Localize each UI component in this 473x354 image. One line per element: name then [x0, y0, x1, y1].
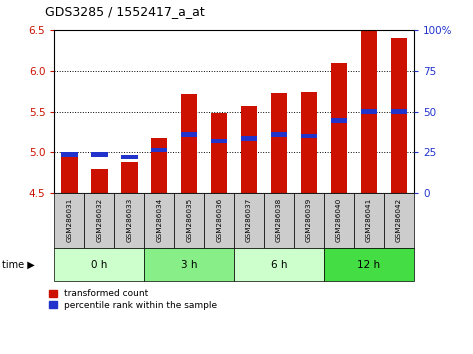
Text: time ▶: time ▶	[2, 259, 35, 270]
Bar	[91, 153, 107, 157]
Text: 0 h: 0 h	[91, 259, 107, 270]
Bar	[331, 118, 347, 123]
Text: GSM286038: GSM286038	[276, 198, 282, 242]
Text: GSM286037: GSM286037	[246, 198, 252, 242]
Bar	[151, 148, 167, 152]
Bar	[174, 193, 204, 248]
Bar	[144, 193, 174, 248]
Bar	[271, 132, 287, 137]
Bar	[324, 193, 354, 248]
Bar	[391, 109, 407, 114]
Bar	[61, 156, 78, 193]
Text: GSM286033: GSM286033	[126, 198, 132, 242]
Bar	[384, 193, 414, 248]
Bar	[114, 193, 144, 248]
Bar	[61, 153, 78, 157]
Bar	[354, 193, 384, 248]
Bar	[121, 162, 138, 193]
Text: GSM286032: GSM286032	[96, 198, 102, 242]
Bar	[324, 248, 414, 281]
Bar	[264, 193, 294, 248]
Text: GSM286039: GSM286039	[306, 198, 312, 242]
Bar	[121, 155, 138, 159]
Text: 3 h: 3 h	[181, 259, 197, 270]
Text: GSM286031: GSM286031	[66, 198, 72, 242]
Text: GSM286042: GSM286042	[396, 198, 402, 242]
Bar	[234, 248, 324, 281]
Bar	[54, 193, 84, 248]
Bar	[181, 93, 197, 193]
Text: GSM286036: GSM286036	[216, 198, 222, 242]
Bar	[144, 248, 234, 281]
Bar	[234, 193, 264, 248]
Bar	[91, 169, 107, 193]
Bar	[54, 248, 144, 281]
Text: 12 h: 12 h	[358, 259, 380, 270]
Bar	[204, 193, 234, 248]
Bar	[181, 132, 197, 137]
Bar	[241, 106, 257, 193]
Bar	[211, 113, 228, 193]
Bar	[301, 92, 317, 193]
Text: GSM286034: GSM286034	[156, 198, 162, 242]
Bar	[301, 134, 317, 138]
Bar	[84, 193, 114, 248]
Text: GDS3285 / 1552417_a_at: GDS3285 / 1552417_a_at	[45, 5, 205, 18]
Text: GSM286041: GSM286041	[366, 198, 372, 242]
Text: 6 h: 6 h	[271, 259, 287, 270]
Bar	[391, 38, 407, 193]
Bar	[211, 138, 228, 143]
Bar	[361, 30, 377, 193]
Bar	[241, 136, 257, 141]
Bar	[331, 63, 347, 193]
Bar	[151, 138, 167, 193]
Text: GSM286040: GSM286040	[336, 198, 342, 242]
Text: GSM286035: GSM286035	[186, 198, 192, 242]
Bar	[361, 109, 377, 114]
Bar	[294, 193, 324, 248]
Legend: transformed count, percentile rank within the sample: transformed count, percentile rank withi…	[50, 290, 217, 310]
Bar	[271, 93, 287, 193]
